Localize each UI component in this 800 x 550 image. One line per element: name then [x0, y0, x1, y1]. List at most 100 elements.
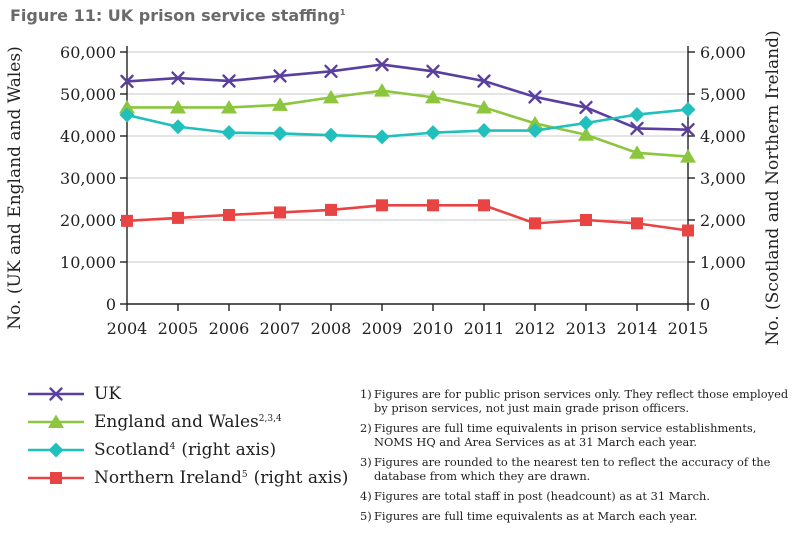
- data-point-england-and-wales: [527, 115, 543, 130]
- legend-marker: [50, 472, 62, 484]
- data-point-scotland: [170, 119, 186, 135]
- y-tick-label-right: 6,000: [700, 43, 746, 62]
- data-point-uk: [324, 64, 338, 79]
- data-point-uk: [273, 69, 287, 83]
- y-tick-label-left: 40,000: [60, 127, 116, 146]
- legend-footnote-ref: 4: [169, 442, 176, 452]
- data-point-northern-ireland: [325, 203, 337, 216]
- legend-label: Scotland4 (right axis): [94, 440, 276, 460]
- x-tick-label: 2006: [209, 319, 250, 338]
- data-point-uk: [426, 64, 440, 79]
- legend-label-text: UK: [94, 384, 122, 404]
- footnote: 2) Figures are full time equivalents in p…: [360, 421, 790, 450]
- x-tick-label: 2008: [311, 319, 352, 338]
- chart-axes: 0 0 10,000 1,000 20,000 2,000 30,000 3,000 40,00…: [60, 43, 746, 338]
- footnote-number: 2): [360, 421, 372, 436]
- legend-label: Northern Ireland5 (right axis): [94, 468, 348, 488]
- data-point-uk: [120, 74, 134, 89]
- footnote: 5) Figures are full time equivalents as a…: [360, 509, 790, 523]
- legend-footnote-ref: 5: [241, 470, 248, 480]
- data-point-england-and-wales: [119, 99, 135, 114]
- series-line-uk: [126, 63, 689, 131]
- line-chart: 0 0 10,000 1,000 20,000 2,000 30,000 3,000 40,00…: [5, 30, 783, 345]
- legend-axis-note: (right axis): [253, 468, 349, 488]
- x-tick-label: 2011: [464, 319, 505, 338]
- data-point-england-and-wales: [425, 89, 441, 104]
- data-point-northern-ireland: [172, 211, 184, 224]
- footnote-text: Figures are for public prison services o…: [374, 387, 789, 416]
- series-line-england-and-wales: [127, 89, 689, 158]
- data-point-scotland: [272, 125, 288, 141]
- figure-title-text: Figure 11: UK prison service staffing: [10, 6, 340, 25]
- x-tick-label: 2015: [668, 319, 709, 338]
- x-tick-label: 2013: [566, 319, 607, 338]
- data-point-uk: [681, 123, 695, 137]
- data-point-uk: [222, 74, 236, 88]
- footnote-number: 5): [360, 509, 372, 524]
- series-line-scotland: [126, 108, 689, 139]
- data-point-scotland: [629, 107, 645, 123]
- data-point-northern-ireland: [376, 199, 388, 212]
- footnotes: 1) Figures are for public prison services…: [360, 387, 790, 529]
- series-northern-ireland: [121, 199, 694, 237]
- x-tick-label: 2012: [515, 319, 556, 338]
- data-point-england-and-wales: [272, 97, 288, 111]
- y-tick-label-left: 50,000: [60, 85, 116, 104]
- figure-title-note: 1: [339, 8, 346, 17]
- x-tick-label: 2005: [158, 319, 199, 338]
- chart-series: [119, 57, 696, 237]
- y-tick-label-right: 2,000: [700, 211, 746, 230]
- data-point-uk: [375, 57, 389, 72]
- y-tick-label-right: 3,000: [700, 169, 746, 188]
- data-point-northern-ireland: [682, 224, 694, 237]
- footnote-number: 3): [360, 455, 372, 470]
- data-point-scotland: [476, 123, 492, 139]
- data-point-uk: [528, 90, 542, 104]
- legend-swatch: [28, 414, 84, 428]
- x-tick-label: 2004: [107, 319, 148, 338]
- grid-lines: [127, 51, 688, 263]
- series-line-northern-ireland: [126, 204, 689, 232]
- data-point-northern-ireland: [529, 217, 541, 230]
- series-scotland: [119, 102, 696, 145]
- legend-swatch: [28, 472, 84, 484]
- legend-item: Scotland4 (right axis): [28, 436, 368, 464]
- y-tick-label-left: 30,000: [60, 169, 116, 188]
- y-tick-label-left: 60,000: [60, 43, 116, 62]
- y-axis-label-right: No. (Scotland and Northern Ireland): [763, 30, 783, 345]
- data-point-northern-ireland: [427, 199, 439, 212]
- footnote: 3) Figures are rounded to the nearest ten…: [360, 455, 790, 484]
- legend-swatch: [28, 387, 84, 401]
- legend-item: Northern Ireland5 (right axis): [28, 464, 368, 492]
- footnote-text: Figures are total staff in post (headcou…: [374, 489, 710, 504]
- series-uk: [120, 57, 695, 137]
- y-tick-label-left: 10,000: [60, 253, 116, 272]
- y-tick-label-right: 0: [700, 295, 710, 314]
- legend-label-text: Northern Ireland: [94, 468, 242, 488]
- data-point-uk: [579, 100, 593, 115]
- y-tick-label-right: 4,000: [700, 127, 746, 146]
- footnote-text: Figures are full time equivalents as at …: [374, 509, 698, 524]
- legend-marker: [49, 387, 63, 401]
- data-point-scotland: [578, 115, 594, 131]
- data-point-england-and-wales: [578, 127, 594, 141]
- y-tick-label-right: 5,000: [700, 85, 746, 104]
- data-point-scotland: [527, 123, 543, 139]
- legend-label: England and Wales2,3,4: [94, 412, 282, 432]
- x-tick-label: 2010: [413, 319, 454, 338]
- data-point-northern-ireland: [274, 206, 286, 219]
- data-point-england-and-wales: [374, 83, 390, 97]
- data-point-northern-ireland: [121, 214, 133, 227]
- y-axis-label-left: No. (UK and England and Wales): [5, 46, 25, 329]
- legend-label-text: England and Wales: [94, 412, 259, 432]
- legend-item: England and Wales2,3,4: [28, 408, 368, 436]
- y-tick-label-left: 0: [106, 295, 116, 314]
- legend-axis-note: (right axis): [181, 440, 277, 460]
- legend-label: UK: [94, 384, 121, 404]
- data-point-scotland: [680, 102, 696, 118]
- figure-title: Figure 11: UK prison service staffing1: [10, 6, 345, 25]
- data-point-england-and-wales: [221, 99, 237, 114]
- legend-marker: [48, 414, 64, 428]
- data-point-scotland: [425, 125, 441, 141]
- legend-swatch: [28, 442, 84, 458]
